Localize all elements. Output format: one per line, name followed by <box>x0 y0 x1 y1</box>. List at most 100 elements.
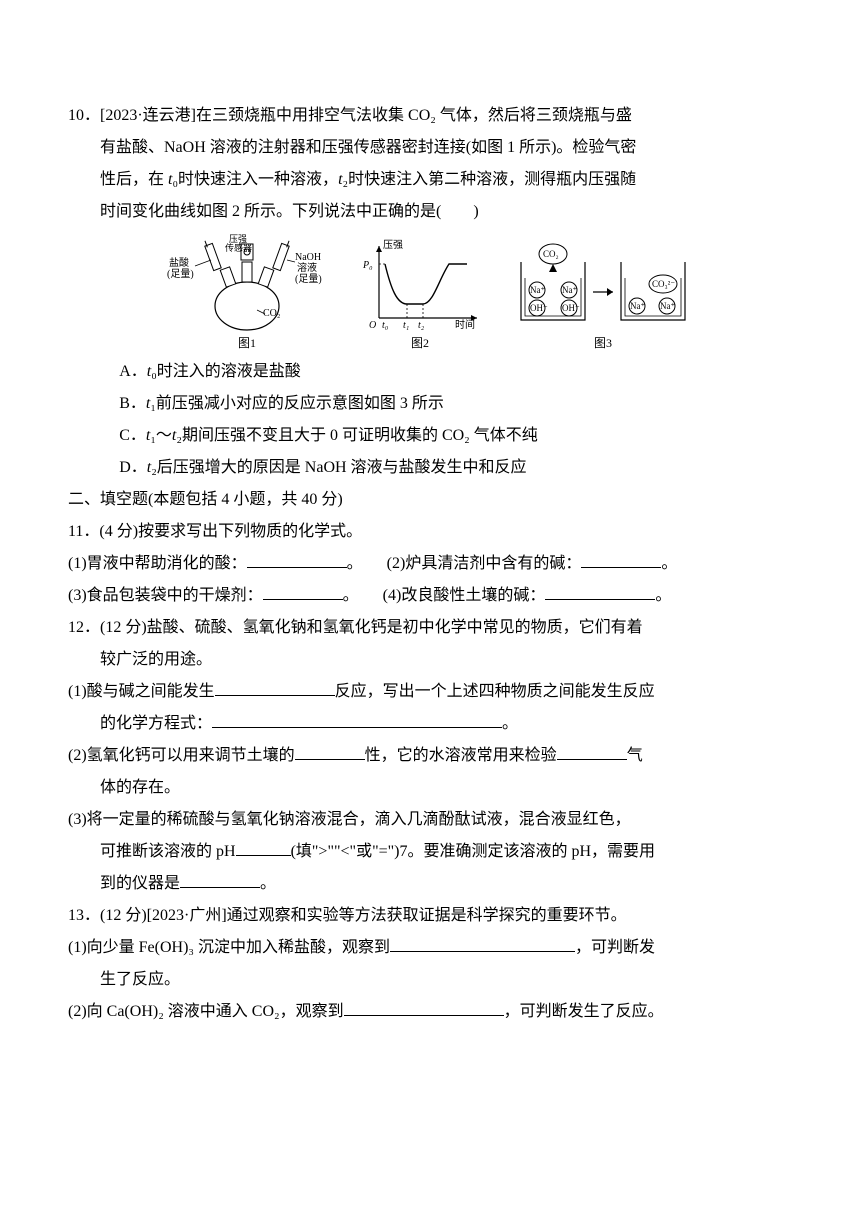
q13-sub2: (2)向 Ca(OH)₂ 溶液中通入 CO₂，观察到 ，可判断发生了反应。 <box>68 996 792 1028</box>
q12-head-l1: 12．(12 分)盐酸、硫酸、氢氧化钠和氢氧化钙是初中化学中常见的物质，它们有着 <box>68 612 792 644</box>
question-11: 11．(4 分)按要求写出下列物质的化学式。 (1)胃液中帮助消化的酸： 。 (2… <box>68 516 792 612</box>
q11-2-label: 。 (2)炉具清洁剂中含有的碱： <box>347 555 582 572</box>
q11-1-label: (1)胃液中帮助消化的酸： <box>68 555 247 572</box>
svg-text:溶液: 溶液 <box>297 261 317 274</box>
opt-d-label: D． <box>119 459 147 476</box>
q11-4-label: 。 (4)改良酸性土壤的碱： <box>343 587 546 604</box>
q10-src: [2023·连云港] <box>100 107 196 124</box>
q12-s2a: (2)氢氧化钙可以用来调节土壤的 <box>68 747 295 764</box>
svg-text:t₂: t₂ <box>418 320 425 331</box>
svg-text:CO₂: CO₂ <box>543 249 559 259</box>
q11-line1: (1)胃液中帮助消化的酸： 。 (2)炉具清洁剂中含有的碱： 。 <box>68 548 792 580</box>
opt-c-label: C． <box>119 427 146 444</box>
q12-sub1-cont: 的化学方程式： 。 <box>68 708 792 740</box>
svg-text:NaOH: NaOH <box>295 252 321 263</box>
q12-sub3: (3)将一定量的稀硫酸与氢氧化钠溶液混合，滴入几滴酚酞试液，混合液显红色， <box>68 804 792 836</box>
svg-text:Na⁺: Na⁺ <box>530 285 545 295</box>
flask-diagram-svg: 压强 传感器 盐酸 (足量) NaOH 溶液 (足量) CO₂ <box>167 234 327 334</box>
blank-input[interactable] <box>180 871 260 889</box>
question-12: 12．(12 分)盐酸、硫酸、氢氧化钠和氢氧化钙是初中化学中常见的物质，它们有着… <box>68 612 792 900</box>
q11-1-end: 。 <box>661 555 677 572</box>
blank-input[interactable] <box>247 551 347 569</box>
q10-option-c: C．t₁～t₂期间压强不变且大于 0 可证明收集的 CO₂ 气体不纯 <box>68 420 792 452</box>
opt-d-text: ₂后压强增大的原因是 NaOH 溶液与盐酸发生中和反应 <box>151 459 526 476</box>
q12-s3d: 到的仪器是 <box>100 875 180 892</box>
blank-input[interactable] <box>344 999 504 1017</box>
fig3-caption: 图3 <box>594 336 612 350</box>
q12-sub2: (2)氢氧化钙可以用来调节土壤的性，它的水溶液常用来检验气 <box>68 740 792 772</box>
svg-text:Na⁺: Na⁺ <box>630 301 645 311</box>
q12-s1a: (1)酸与碱之间能发生 <box>68 683 215 700</box>
svg-text:t₀: t₀ <box>382 320 389 331</box>
q10-l1: 在三颈烧瓶中用排空气法收集 CO₂ 气体，然后将三颈烧瓶与盛 <box>196 107 632 124</box>
svg-text:O: O <box>369 320 376 331</box>
figure-1: 压强 传感器 盐酸 (足量) NaOH 溶液 (足量) CO₂ 图1 <box>167 234 327 350</box>
blank-input[interactable] <box>263 583 343 601</box>
q12-s2b: 性，它的水溶液常用来检验 <box>365 747 557 764</box>
svg-text:CO₂: CO₂ <box>263 308 280 319</box>
svg-text:CO₃²⁻: CO₃²⁻ <box>652 279 675 289</box>
q12-sub1: (1)酸与碱之间能发生 反应，写出一个上述四种物质之间能发生反应 <box>68 676 792 708</box>
q10-stem-line2: 有盐酸、NaOH 溶液的注射器和压强传感器密封连接(如图 1 所示)。检验气密 <box>68 132 792 164</box>
q10-l3a: 性后，在 <box>100 171 168 188</box>
blank-input[interactable] <box>236 839 291 857</box>
q12-s3e: 。 <box>260 875 276 892</box>
q12-sub3-l3: 到的仪器是 。 <box>68 868 792 900</box>
svg-text:(足量): (足量) <box>295 273 322 285</box>
q10-stem-line1: 10．[2023·连云港]在三颈烧瓶中用排空气法收集 CO₂ 气体，然后将三颈烧… <box>68 100 792 132</box>
svg-text:P₀: P₀ <box>362 260 373 271</box>
q10-stem-line3: 性后，在 t₀时快速注入一种溶液，t₂时快速注入第二种溶液，测得瓶内压强随 <box>68 164 792 196</box>
q11-head: 11．(4 分)按要求写出下列物质的化学式。 <box>68 516 792 548</box>
blank-input[interactable] <box>212 711 502 729</box>
q11-line2: (3)食品包装袋中的干燥剂： 。 (4)改良酸性土壤的碱： 。 <box>68 580 792 612</box>
svg-text:压强: 压强 <box>383 239 403 251</box>
figure-3: CO₂ Na⁺ Na⁺ OH⁻ OH⁻ CO₃²⁻ Na⁺ Na⁺ 图3 <box>513 234 693 350</box>
figure-row: 压强 传感器 盐酸 (足量) NaOH 溶液 (足量) CO₂ 图1 <box>68 234 792 350</box>
q12-s1d: 。 <box>502 715 518 732</box>
svg-text:盐酸: 盐酸 <box>169 256 189 269</box>
blank-input[interactable] <box>295 743 365 761</box>
q10-option-d: D．t₂后压强增大的原因是 NaOH 溶液与盐酸发生中和反应 <box>68 452 792 484</box>
blank-input[interactable] <box>545 583 655 601</box>
svg-text:(足量): (足量) <box>167 268 194 280</box>
q10-stem-line4: 时间变化曲线如图 2 所示。下列说法中正确的是( ) <box>68 196 792 228</box>
q13-sub1-cont: 生了反应。 <box>68 964 792 996</box>
q10-option-a: A．t₀时注入的溶液是盐酸 <box>68 356 792 388</box>
q13-s2a: (2)向 Ca(OH)₂ 溶液中通入 CO₂，观察到 <box>68 1003 344 1020</box>
q13-s1a: (1)向少量 Fe(OH)₃ 沉淀中加入稀盐酸，观察到 <box>68 939 390 956</box>
q13-sub1: (1)向少量 Fe(OH)₃ 沉淀中加入稀盐酸，观察到 ，可判断发 <box>68 932 792 964</box>
section-2-heading: 二、填空题(本题包括 4 小题，共 40 分) <box>68 484 792 516</box>
blank-input[interactable] <box>390 935 575 953</box>
svg-text:OH⁻: OH⁻ <box>562 303 580 313</box>
q13-s1b: ，可判断发 <box>575 939 655 956</box>
blank-input[interactable] <box>581 551 661 569</box>
opt-c-t1: ₁～ <box>150 427 172 444</box>
q10-l3b: ₀时快速注入一种溶液， <box>172 171 338 188</box>
opt-a-label: A． <box>119 363 147 380</box>
q12-s3b: 可推断该溶液的 pH <box>100 843 236 860</box>
q12-s1b: 反应，写出一个上述四种物质之间能发生反应 <box>335 683 655 700</box>
question-10: 10．[2023·连云港]在三颈烧瓶中用排空气法收集 CO₂ 气体，然后将三颈烧… <box>68 100 792 484</box>
svg-text:传感器: 传感器 <box>225 242 252 253</box>
q11-3-label: (3)食品包装袋中的干燥剂： <box>68 587 263 604</box>
q13-s2b: ，可判断发生了反应。 <box>504 1003 664 1020</box>
q12-sub3-l2: 可推断该溶液的 pH (填">""<"或"=")7。要准确测定该溶液的 pH，需要… <box>68 836 792 868</box>
svg-text:时间: 时间 <box>455 318 475 331</box>
q11-2-end: 。 <box>655 587 671 604</box>
q12-s1c: 的化学方程式： <box>100 715 212 732</box>
q10-option-b: B．t₁前压强减小对应的反应示意图如图 3 所示 <box>68 388 792 420</box>
opt-c-text: ₂期间压强不变且大于 0 可证明收集的 CO₂ 气体不纯 <box>176 427 537 444</box>
svg-text:Na⁺: Na⁺ <box>660 301 675 311</box>
fig1-caption: 图1 <box>238 336 256 350</box>
q12-s3c: (填">""<"或"=")7。要准确测定该溶液的 pH，需要用 <box>291 843 655 860</box>
svg-text:OH⁻: OH⁻ <box>530 303 548 313</box>
q10-num: 10． <box>68 107 100 124</box>
question-13: 13．(12 分)[2023·广州]通过观察和实验等方法获取证据是科学探究的重要… <box>68 900 792 1028</box>
figure-2: 压强 P₀ O t₀ t₁ t₂ 时间 图2 <box>355 234 485 350</box>
reaction-scheme-svg: CO₂ Na⁺ Na⁺ OH⁻ OH⁻ CO₃²⁻ Na⁺ Na⁺ <box>513 234 693 334</box>
blank-input[interactable] <box>215 679 335 697</box>
fig2-caption: 图2 <box>411 336 429 350</box>
opt-b-text: ₁前压强减小对应的反应示意图如图 3 所示 <box>150 395 444 412</box>
blank-input[interactable] <box>557 743 627 761</box>
pressure-curve-svg: 压强 P₀ O t₀ t₁ t₂ 时间 <box>355 234 485 334</box>
